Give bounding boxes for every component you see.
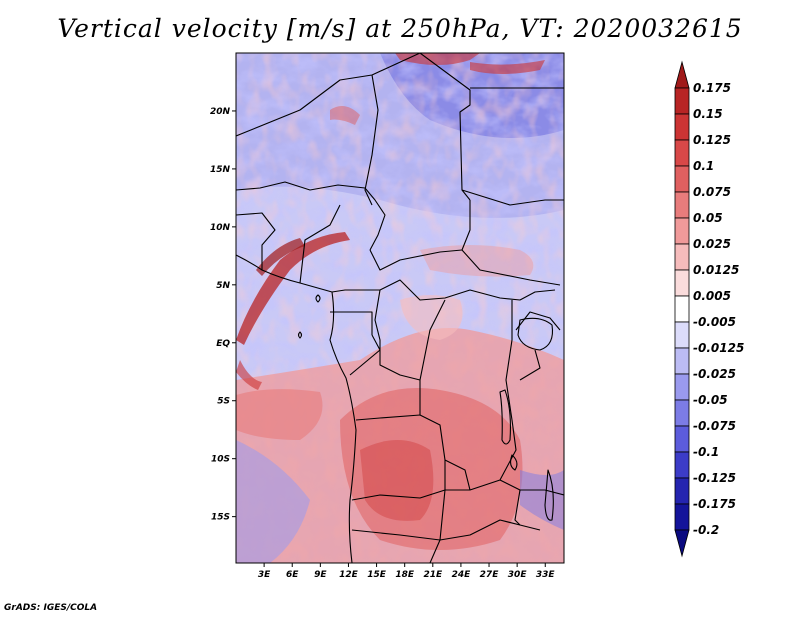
colorbar-label: 0.175 <box>693 81 731 95</box>
colorbar-label: -0.075 <box>693 419 736 433</box>
colorbar-swatch <box>674 399 690 427</box>
lat-tick-label: EQ <box>216 339 230 349</box>
colorbar-label: -0.175 <box>693 497 736 511</box>
colorbar-label: 0.0125 <box>693 263 739 277</box>
colorbar-swatch <box>674 295 690 323</box>
colorbar-label: 0.125 <box>693 133 731 147</box>
lon-tick-label: 3E <box>258 570 271 580</box>
lat-tick-label: 5S <box>217 397 230 407</box>
colorbar-label: 0.05 <box>693 211 723 225</box>
lon-tick-label: 27E <box>480 570 500 580</box>
colorbar-label: -0.0125 <box>693 341 744 355</box>
colorbar-swatch <box>674 87 690 115</box>
lon-tick-label: 24E <box>452 570 472 580</box>
lon-tick-label: 12E <box>339 570 359 580</box>
lat-tick-label: 10S <box>211 455 230 465</box>
colorbar-swatch <box>674 373 690 401</box>
lat-tick-label: 15N <box>210 165 231 175</box>
country-boundaries <box>236 53 564 563</box>
colorbar-label: 0.075 <box>693 185 731 199</box>
lon-tick-label: 6E <box>286 570 299 580</box>
colorbar-bottom-arrow <box>674 529 690 558</box>
latitude-axis: 20N 15N 10N 5N EQ 5S 10S 15S <box>210 107 236 523</box>
colorbar-label: -0.025 <box>693 367 736 381</box>
lat-tick-label: 20N <box>210 107 231 117</box>
colorbar-label: 0.15 <box>693 107 723 121</box>
grads-credit: GrADS: IGES/COLA <box>4 603 98 613</box>
lat-tick-label: 15S <box>211 513 230 523</box>
lon-tick-label: 15E <box>367 570 387 580</box>
colorbar-label: -0.2 <box>693 523 719 537</box>
lon-tick-label: 18E <box>395 570 415 580</box>
colorbar-label: -0.005 <box>693 315 736 329</box>
lat-tick-label: 5N <box>216 281 230 291</box>
colorbar-label: 0.025 <box>693 237 731 251</box>
lat-tick-label: 10N <box>210 223 231 233</box>
colorbar-swatch <box>674 165 690 193</box>
colorbar-label: -0.125 <box>693 471 736 485</box>
lon-tick-label: 9E <box>314 570 327 580</box>
colorbar-swatch <box>674 243 690 271</box>
colorbar-swatch <box>674 217 690 245</box>
longitude-axis: 3E 6E 9E 12E 15E 18E 21E 24E 27E 30E 33E <box>258 563 556 580</box>
colorbar-label: 0.005 <box>693 289 731 303</box>
colorbar-label: 0.1 <box>693 159 714 173</box>
colorbar-label: -0.05 <box>693 393 728 407</box>
map-title: Vertical velocity [m/s] at 250hPa, VT: 2… <box>57 14 743 43</box>
colorbar-top-arrow <box>674 60 690 89</box>
map-frame <box>235 52 565 564</box>
colorbar-swatch <box>674 191 690 219</box>
colorbar-swatch <box>674 503 690 531</box>
colorbar-swatch <box>674 347 690 375</box>
lon-tick-label: 30E <box>508 570 528 580</box>
colorbar-swatch <box>674 321 690 349</box>
colorbar-swatch <box>674 425 690 453</box>
lon-tick-label: 33E <box>536 570 556 580</box>
colorbar-swatch <box>674 113 690 141</box>
colorbar-swatch <box>674 477 690 505</box>
lon-tick-label: 21E <box>423 570 443 580</box>
vertical-velocity-field <box>236 53 564 563</box>
colorbar-label: -0.1 <box>693 445 719 459</box>
colorbar-swatch <box>674 269 690 297</box>
colorbar-swatch <box>674 451 690 479</box>
colorbar-legend: 0.175 0.15 0.125 0.1 0.075 0.05 0.025 0.0125 0.0… <box>674 60 744 558</box>
colorbar-swatch <box>674 139 690 167</box>
